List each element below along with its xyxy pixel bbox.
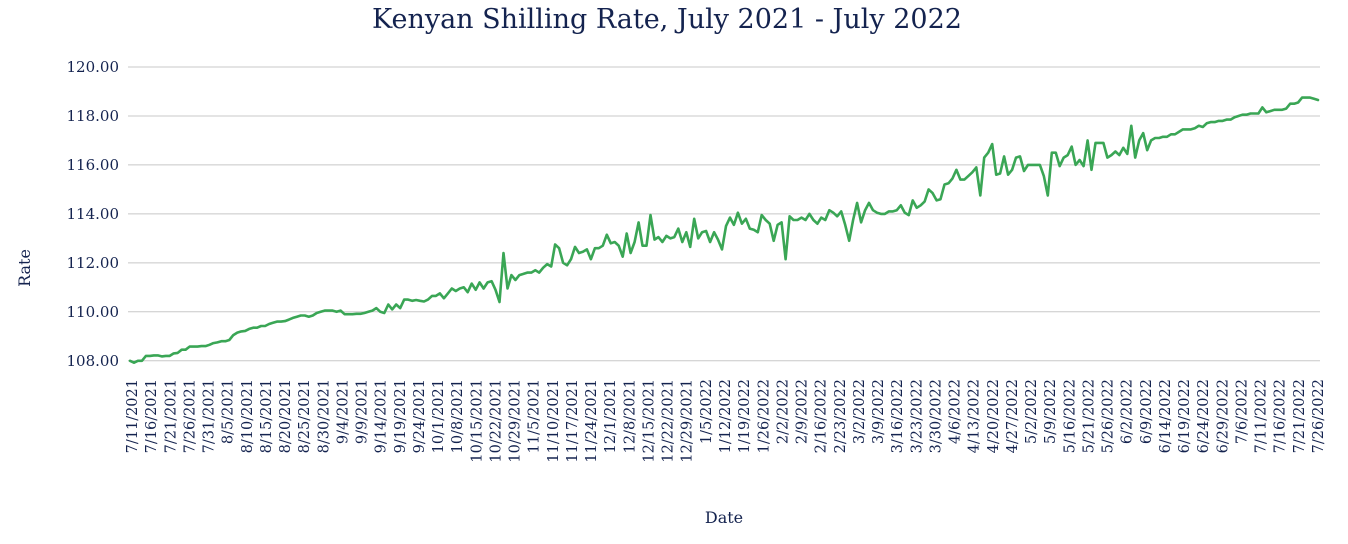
x-tick-label: 7/11/2021: [125, 379, 141, 453]
x-tick-label: 5/2/2022: [1024, 379, 1040, 444]
x-tick-label: 10/15/2021: [469, 379, 485, 463]
x-tick-label: 5/21/2022: [1082, 379, 1098, 453]
x-tick-label: 6/29/2022: [1215, 379, 1231, 453]
x-tick-label: 12/22/2021: [661, 379, 677, 463]
x-tick-label: 6/2/2022: [1120, 379, 1136, 444]
x-tick-label: 8/5/2021: [221, 379, 237, 444]
x-tick-label: 12/8/2021: [622, 379, 638, 453]
x-tick-label: 2/23/2022: [833, 379, 849, 453]
x-tick-label: 4/6/2022: [948, 379, 964, 444]
x-tick-label: 5/16/2022: [1062, 379, 1078, 453]
x-tick-label: 1/5/2022: [699, 379, 715, 444]
y-tick-label: 112.00: [67, 254, 120, 272]
x-tick-label: 12/1/2021: [603, 379, 619, 453]
x-tick-label: 8/25/2021: [297, 379, 313, 453]
x-tick-label: 3/9/2022: [871, 379, 887, 444]
x-tick-label: 2/9/2022: [795, 379, 811, 444]
x-tick-label: 4/20/2022: [986, 379, 1002, 453]
x-tick-label: 5/26/2022: [1101, 379, 1117, 453]
x-tick-label: 3/23/2022: [909, 379, 925, 453]
x-tick-label: 7/11/2022: [1254, 379, 1270, 453]
y-tick-label: 108.00: [67, 352, 120, 370]
x-tick-label: 7/26/2021: [182, 379, 198, 453]
x-tick-label: 7/26/2022: [1311, 379, 1327, 453]
x-tick-label: 9/14/2021: [374, 379, 390, 453]
x-tick-label: 8/10/2021: [240, 379, 256, 453]
x-tick-label: 9/4/2021: [335, 379, 351, 444]
x-tick-label: 1/19/2022: [737, 379, 753, 453]
x-tick-label: 10/29/2021: [508, 379, 524, 463]
x-tick-label: 5/9/2022: [1043, 379, 1059, 444]
y-tick-label: 114.00: [67, 205, 120, 223]
x-tick-label: 12/15/2021: [642, 379, 658, 463]
y-axis-label: Rate: [15, 249, 34, 287]
x-tick-label: 1/12/2022: [718, 379, 734, 453]
x-tick-label: 9/24/2021: [412, 379, 428, 453]
x-tick-label: 11/24/2021: [584, 379, 600, 463]
x-tick-label: 10/1/2021: [431, 379, 447, 453]
x-tick-label: 11/10/2021: [546, 379, 562, 463]
x-tick-label: 3/2/2022: [852, 379, 868, 444]
x-tick-label: 3/30/2022: [928, 379, 944, 453]
x-tick-label: 4/27/2022: [1005, 379, 1021, 453]
x-tick-label: 8/20/2021: [278, 379, 294, 453]
y-axis-ticks: 108.00 110.00 112.00 114.00 116.00 118.00 120.…: [67, 58, 120, 370]
x-tick-label: 6/24/2022: [1196, 379, 1212, 453]
x-tick-label: 7/16/2021: [144, 379, 160, 453]
x-tick-label: 6/9/2022: [1139, 379, 1155, 444]
x-axis-ticks: 7/11/2021 7/16/2021 7/21/2021 7/26/2021 7/31…: [125, 379, 1327, 463]
x-tick-label: 11/17/2021: [565, 379, 581, 463]
x-tick-label: 2/2/2022: [775, 379, 791, 444]
x-tick-label: 8/15/2021: [259, 379, 275, 453]
x-tick-label: 8/30/2021: [316, 379, 332, 453]
x-tick-label: 1/26/2022: [756, 379, 772, 453]
y-tick-label: 116.00: [67, 156, 120, 174]
x-tick-label: 10/22/2021: [489, 379, 505, 463]
x-axis-label: Date: [705, 508, 743, 527]
x-tick-label: 3/16/2022: [890, 379, 906, 453]
x-tick-label: 11/5/2021: [527, 379, 543, 453]
x-tick-label: 7/6/2022: [1235, 379, 1251, 444]
x-tick-label: 7/21/2022: [1292, 379, 1308, 453]
x-tick-label: 7/31/2021: [202, 379, 218, 453]
x-tick-label: 6/19/2022: [1177, 379, 1193, 453]
x-tick-label: 12/29/2021: [680, 379, 696, 463]
x-tick-label: 7/21/2021: [163, 379, 179, 453]
x-tick-label: 7/16/2022: [1273, 379, 1289, 453]
series-line-rate: [128, 96, 1320, 365]
y-tick-label: 118.00: [67, 107, 120, 125]
x-tick-label: 6/14/2022: [1158, 379, 1174, 453]
x-tick-label: 9/9/2021: [355, 379, 371, 444]
chart-title: Kenyan Shilling Rate, July 2021 - July 2…: [372, 4, 962, 35]
x-tick-label: 2/16/2022: [814, 379, 830, 453]
x-tick-label: 10/8/2021: [450, 379, 466, 453]
y-tick-label: 120.00: [67, 58, 120, 76]
x-tick-label: 4/13/2022: [967, 379, 983, 453]
x-tick-label: 9/19/2021: [393, 379, 409, 453]
y-tick-label: 110.00: [67, 303, 120, 321]
